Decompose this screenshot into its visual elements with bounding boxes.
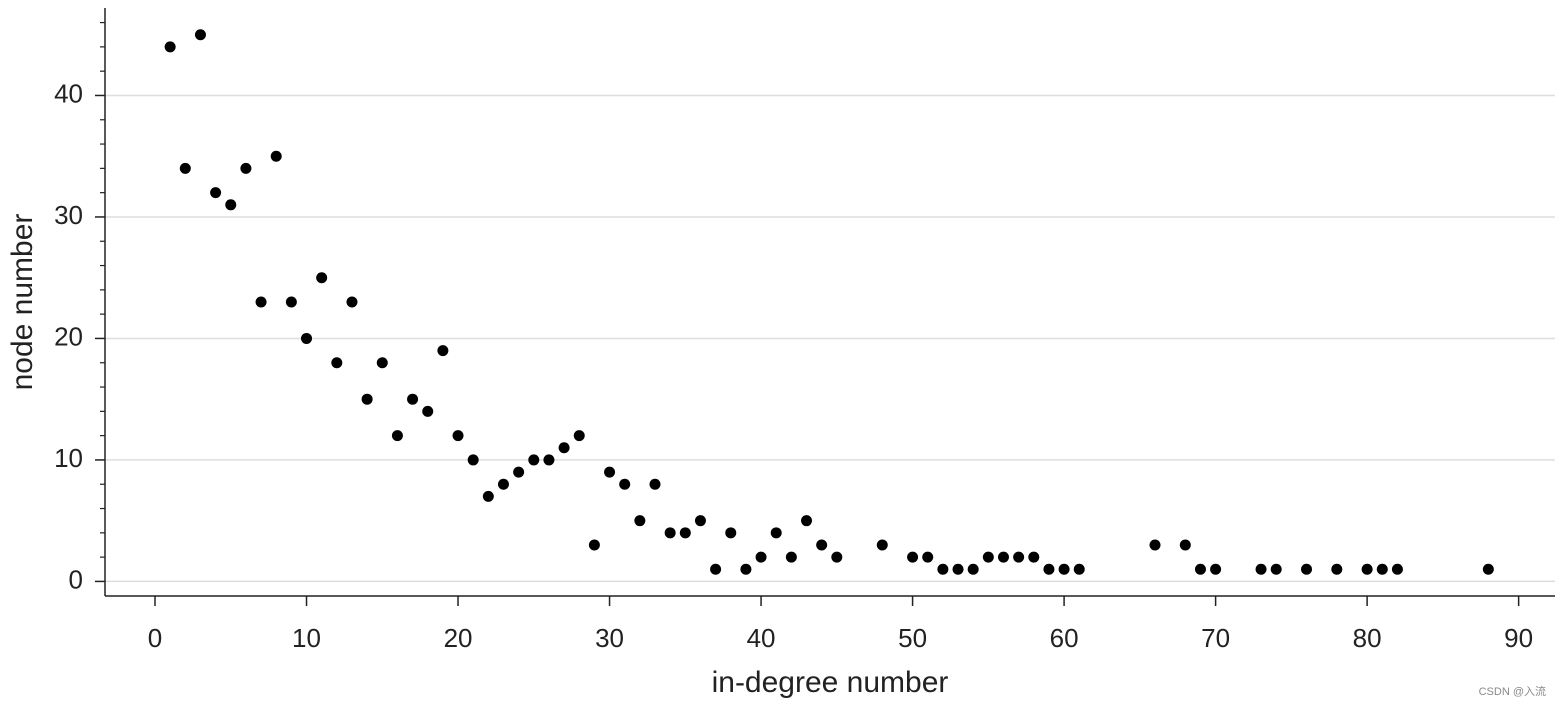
point [316,272,328,284]
point [1482,563,1494,575]
y-tick-label: 30 [54,200,83,230]
point [240,162,252,174]
x-tick-label: 80 [1353,623,1382,653]
x-tick-label: 20 [444,623,473,653]
point [497,478,509,490]
point [952,563,964,575]
point [437,345,449,357]
y-tick-label: 40 [54,78,83,108]
point [1391,563,1403,575]
x-tick-label: 90 [1504,623,1533,653]
y-tick-label: 0 [69,564,83,594]
point [1361,563,1373,575]
x-tick-label: 10 [292,623,321,653]
point [422,405,434,417]
x-tick-label: 0 [148,623,162,653]
point [725,527,737,539]
point [1058,563,1070,575]
point [1043,563,1055,575]
point [210,187,222,199]
x-axis-label: in-degree number [712,666,949,699]
point [755,551,767,563]
point [1301,563,1313,575]
point [922,551,934,563]
point [1028,551,1040,563]
point [573,430,585,442]
point [634,515,646,527]
point [513,466,525,478]
x-tick-label: 50 [898,623,927,653]
point [907,551,919,563]
point [255,296,267,308]
y-tick-label: 20 [54,321,83,351]
point [1210,563,1222,575]
point [346,296,358,308]
point [604,466,616,478]
point [937,563,949,575]
point [1270,563,1282,575]
point [619,478,631,490]
point [816,539,828,551]
point [1194,563,1206,575]
point [391,430,403,442]
y-axis-label: node number [6,214,39,391]
point [1013,551,1025,563]
point [831,551,843,563]
watermark: CSDN @入流 [1479,684,1546,698]
x-tick-label: 60 [1050,623,1079,653]
point [967,563,979,575]
point [740,563,752,575]
point [164,41,176,53]
point [376,357,388,369]
point [467,454,479,466]
point [679,527,691,539]
point [331,357,343,369]
point [1149,539,1161,551]
point [528,454,540,466]
point [664,527,676,539]
x-tick-label: 70 [1201,623,1230,653]
point [452,430,464,442]
point [1179,539,1191,551]
point [407,393,419,405]
point [301,332,313,344]
point [194,29,206,41]
point [558,442,570,454]
point [179,162,191,174]
point [482,490,494,502]
point [649,478,661,490]
y-tick-label: 10 [54,443,83,473]
point [1376,563,1388,575]
point [225,199,237,211]
point [785,551,797,563]
point [270,150,282,162]
point [361,393,373,405]
point [801,515,813,527]
point [285,296,297,308]
x-tick-label: 40 [747,623,776,653]
point [876,539,888,551]
point [1331,563,1343,575]
point [710,563,722,575]
x-tick-label: 30 [595,623,624,653]
point [694,515,706,527]
point [1073,563,1085,575]
point [997,551,1009,563]
point [543,454,555,466]
point [588,539,600,551]
point [1255,563,1267,575]
point [770,527,782,539]
point [982,551,994,563]
